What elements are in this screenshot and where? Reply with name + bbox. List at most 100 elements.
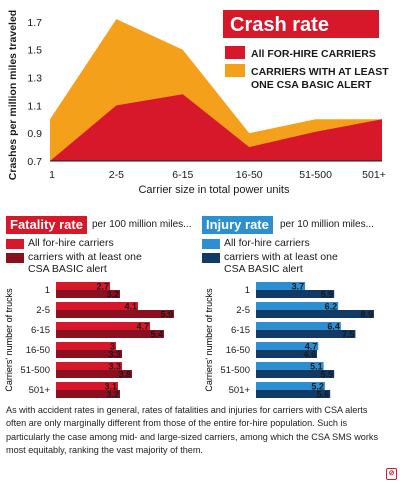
fatality-bar-all-for-hire	[56, 282, 110, 290]
fatality-value-label: 3.3	[108, 361, 121, 371]
legend-swatch-csa-alert	[225, 64, 245, 77]
injury-value-label: 8.9	[360, 309, 373, 319]
injury-bar-csa-alert	[256, 310, 374, 318]
fatality-bar-csa-alert	[56, 330, 164, 338]
fatality-bar-all-for-hire	[56, 322, 150, 330]
fatality-value-label: 4.1	[124, 301, 137, 311]
legend-swatch-all-for-hire	[225, 46, 245, 59]
fatality-rate-bar-chart: Carriers' number of trucks 1 2.73.22-5 4.1…	[4, 281, 174, 399]
crash-x-tick-label: 1	[49, 169, 55, 181]
fatality-title: Fatality rate	[6, 216, 87, 234]
injury-value-label: 7.5	[342, 329, 355, 339]
crash-legend: All FOR-HIRE CARRIERS CARRIERS WITH AT L…	[225, 46, 389, 91]
crash-x-axis-label: Carrier size in total power units	[138, 184, 290, 196]
injury-category-label: 51-500	[220, 365, 250, 376]
fatality-bar-all-for-hire	[56, 342, 116, 350]
legend-label-csa-alert-line1: CARRIERS WITH AT LEAST	[251, 66, 389, 78]
injury-bar-all-for-hire	[256, 382, 325, 390]
injury-bar-csa-alert	[256, 390, 331, 398]
injury-category-label: 6-15	[231, 325, 250, 336]
fatality-legend-label-csa-line1: carriers with at least one	[28, 251, 142, 263]
fatality-header: Fatality rate per 100 million miles... A…	[6, 216, 196, 276]
fatality-value-label: 4.7	[136, 321, 149, 331]
crash-x-tick-label: 2-5	[109, 169, 124, 181]
fatality-category-label: 2-5	[36, 305, 50, 316]
fatality-bar-all-for-hire	[56, 302, 138, 310]
injury-category-label: 1	[245, 285, 250, 296]
crash-x-tick-label: 16-50	[236, 169, 263, 181]
fatality-value-label: 3.3	[108, 349, 121, 359]
crash-y-tick-label: 0.9	[27, 128, 42, 140]
crash-title: Crash rate	[230, 14, 329, 36]
injury-bar-all-for-hire	[256, 362, 324, 370]
fatality-legend-label-csa-line2: CSA BASIC alert	[28, 263, 107, 275]
injury-title: Injury rate	[202, 216, 273, 234]
injury-bar-all-for-hire	[256, 282, 306, 290]
injury-value-label: 5.9	[321, 289, 334, 299]
crash-area-series	[50, 19, 382, 162]
fatality-legend-swatch-all	[6, 239, 24, 249]
fatality-bar-csa-alert	[56, 290, 120, 298]
fatality-bar-all-for-hire	[56, 362, 122, 370]
fatality-value-label: 2.7	[96, 281, 109, 291]
fatality-y-axis-label: Carriers' number of trucks	[4, 288, 14, 392]
crash-x-tick-label: 6-15	[172, 169, 193, 181]
fatality-bar-all-for-hire	[56, 382, 118, 390]
fatality-bar-csa-alert	[56, 390, 120, 398]
injury-value-label: 5.9	[321, 369, 334, 379]
fatality-value-label: 3.2	[106, 289, 119, 299]
fatality-legend-label-all: All for-hire carriers	[28, 237, 114, 249]
fatality-legend-swatch-csa	[6, 253, 24, 263]
fatality-value-label: 5.9	[160, 309, 173, 319]
injury-subtitle: per 10 million miles...	[280, 219, 374, 230]
injury-value-label: 3.7	[292, 281, 305, 291]
injury-value-label: 5.6	[317, 389, 330, 399]
crash-y-tick-label: 1.5	[27, 45, 42, 57]
crash-y-tick-labels: 0.7 0.9 1.1 1.3 1.5 1.7	[27, 17, 42, 168]
fatality-bar-csa-alert	[56, 370, 132, 378]
injury-bar-csa-alert	[256, 330, 356, 338]
crash-x-tick-labels: 1 2-5 6-15 16-50 51-500 501+	[49, 169, 386, 181]
injury-value-label: 5.2	[311, 381, 324, 391]
injury-bar-csa-alert	[256, 350, 317, 358]
injury-bar-all-for-hire	[256, 302, 339, 310]
fatality-bar-csa-alert	[56, 350, 122, 358]
injury-value-label: 4.7	[305, 341, 318, 351]
injury-header: Injury rate per 10 million miles... All …	[202, 216, 398, 276]
legend-label-all-for-hire: All FOR-HIRE CARRIERS	[251, 48, 376, 60]
fatality-category-label: 51-500	[20, 365, 50, 376]
crash-y-tick-label: 1.3	[27, 73, 42, 85]
fatality-category-label: 6-15	[31, 325, 50, 336]
fatality-category-label: 16-50	[26, 345, 50, 356]
crash-rate-chart: 0.7 0.9 1.1 1.3 1.5 1.7 1 2-5 6-15 16-50 51-500 50…	[7, 10, 389, 196]
injury-legend-label-csa-line1: carriers with at least one	[224, 251, 338, 263]
fatality-bar-csa-alert	[56, 310, 174, 318]
fatality-subtitle: per 100 million miles...	[92, 219, 192, 230]
fatality-value-label: 3.8	[118, 369, 131, 379]
injury-value-label: 6.4	[327, 321, 340, 331]
injury-rate-bar-chart: Carriers' number of trucks 1 3.7 5.9 2-5 6.2…	[204, 281, 374, 399]
crash-y-tick-label: 1.1	[27, 100, 42, 112]
injury-bar-all-for-hire	[256, 342, 319, 350]
fatality-category-label: 501+	[29, 385, 51, 396]
injury-bar-all-for-hire	[256, 322, 341, 330]
publisher-logo-icon: ⊘	[386, 468, 397, 480]
injury-legend-swatch-all	[202, 239, 220, 249]
caption-text: As with accident rates in general, rates…	[6, 405, 378, 456]
injury-bar-csa-alert	[256, 370, 335, 378]
injury-value-label: 5.1	[310, 361, 323, 371]
injury-y-axis-label: Carriers' number of trucks	[204, 288, 214, 392]
crash-y-tick-label: 0.7	[27, 156, 42, 168]
fatality-category-label: 1	[45, 285, 50, 296]
injury-value-label: 4.6	[303, 349, 316, 359]
crash-y-axis-label: Crashes per million miles traveled	[7, 10, 19, 180]
injury-legend-label-csa-line2: CSA BASIC alert	[224, 263, 303, 275]
legend-label-csa-alert-line2: ONE CSA BASIC ALERT	[251, 79, 372, 91]
injury-legend-swatch-csa	[202, 253, 220, 263]
fatality-value-label: 3	[110, 341, 115, 351]
crash-y-tick-label: 1.7	[27, 17, 42, 29]
crash-x-tick-label: 51-500	[299, 169, 332, 181]
fatality-value-label: 3.2	[106, 389, 119, 399]
injury-category-label: 501+	[229, 385, 251, 396]
crash-title-background	[223, 10, 379, 38]
